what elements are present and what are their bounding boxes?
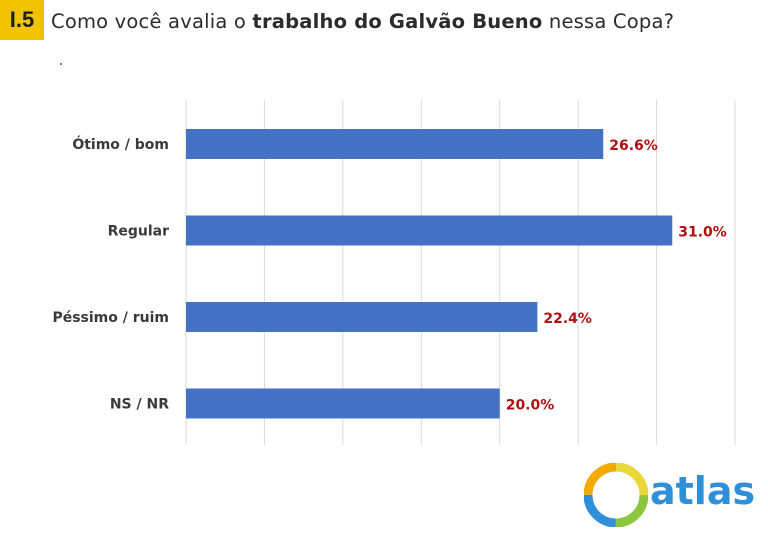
atlas-logo-icon: [583, 462, 649, 528]
chart-title: Como você avalia o trabalho do Galvão Bu…: [51, 10, 674, 33]
title-suffix: nessa Copa?: [542, 10, 675, 33]
category-labels: Ótimo / bom Regular Péssimo / ruim NS / NR: [52, 135, 169, 413]
bar: [186, 388, 500, 419]
value-label: 20.0%: [506, 398, 555, 414]
bar: [186, 302, 538, 332]
value-label: 31.0%: [678, 225, 727, 241]
bar: [186, 215, 673, 246]
stray-dot: [60, 63, 62, 65]
atlas-logo: atlas: [583, 462, 756, 529]
value-label: 22.4%: [543, 311, 592, 327]
bars: [186, 129, 673, 419]
category-label: NS / NR: [110, 397, 169, 413]
atlas-logo-text: atlas: [650, 469, 756, 513]
category-label: Ótimo / bom: [72, 135, 169, 153]
category-label: Péssimo / ruim: [52, 310, 169, 326]
category-label: Regular: [108, 224, 170, 240]
title-bold: trabalho do Galvão Bueno: [252, 10, 543, 33]
title-prefix: Como você avalia o: [51, 10, 253, 33]
value-label: 26.6%: [609, 138, 658, 154]
section-badge: I.5: [0, 0, 44, 40]
bar: [186, 129, 604, 159]
value-labels: 26.6% 31.0% 22.4% 20.0%: [506, 138, 727, 414]
